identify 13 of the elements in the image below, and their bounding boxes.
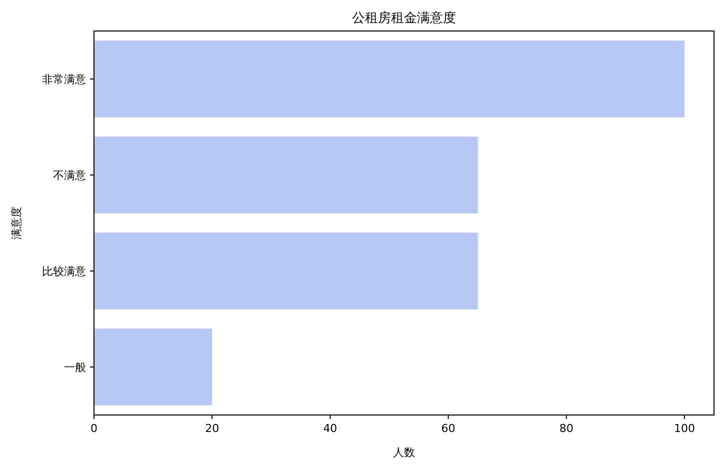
x-axis-title: 人数 xyxy=(393,446,415,459)
x-tick-label: 80 xyxy=(559,422,574,435)
y-tick-label: 一般 xyxy=(64,361,86,374)
y-tick-label: 非常满意 xyxy=(42,73,86,86)
x-tick-label: 0 xyxy=(90,422,98,435)
x-tick-label: 60 xyxy=(441,422,456,435)
y-tick-label: 不满意 xyxy=(53,169,86,182)
y-tick-label: 比较满意 xyxy=(42,265,86,278)
x-tick-label: 100 xyxy=(674,422,695,435)
x-tick-label: 40 xyxy=(323,422,338,435)
y-axis-title: 满意度 xyxy=(10,206,23,240)
chart-title: 公租房租金满意度 xyxy=(352,10,456,26)
x-tick-label: 20 xyxy=(205,422,220,435)
